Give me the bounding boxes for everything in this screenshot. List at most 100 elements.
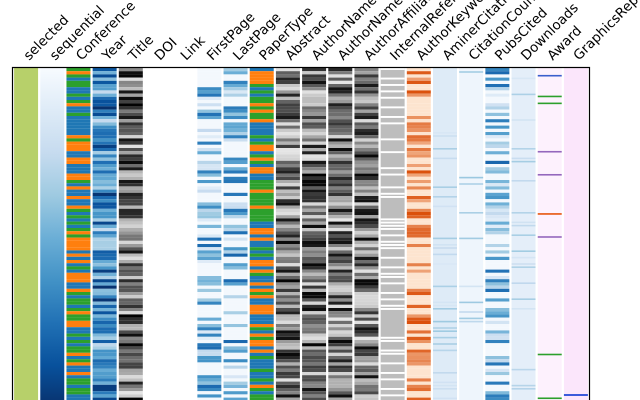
cell [328, 157, 353, 161]
cell [380, 352, 405, 355]
cell [223, 384, 248, 388]
cell [406, 356, 431, 360]
cell [249, 180, 274, 184]
cell [249, 343, 274, 347]
cell [118, 135, 143, 139]
cell [354, 132, 379, 136]
cell [302, 276, 327, 280]
cell [380, 196, 405, 198]
cell [406, 314, 431, 318]
cell [197, 103, 222, 107]
cell [118, 372, 143, 376]
cell [92, 84, 117, 88]
cell [354, 160, 379, 164]
cell [66, 269, 91, 273]
cell [92, 295, 117, 299]
cell [406, 368, 431, 372]
cell [406, 160, 431, 164]
cell [537, 236, 562, 238]
cell [197, 346, 222, 350]
cell [66, 132, 91, 136]
cell [249, 186, 274, 190]
cell [275, 266, 300, 270]
cell [354, 119, 379, 123]
cell [275, 186, 300, 190]
cell [249, 250, 274, 254]
cell [328, 327, 353, 331]
cell [197, 266, 222, 270]
column-10-abstract [275, 68, 300, 400]
cell [275, 244, 300, 248]
cell [66, 295, 91, 299]
cell [380, 68, 405, 70]
cell [118, 234, 143, 238]
cell [406, 116, 431, 120]
cell [197, 80, 222, 84]
cell [406, 138, 431, 142]
cell [92, 282, 117, 286]
cell [223, 311, 248, 315]
cell [118, 333, 143, 337]
cell [511, 160, 536, 163]
cell [92, 397, 117, 400]
cell [302, 368, 327, 372]
cell [380, 272, 405, 275]
cell [328, 285, 353, 289]
cell [406, 173, 431, 177]
cell [406, 231, 431, 235]
cell [380, 308, 405, 310]
cell [485, 74, 510, 78]
cell [380, 151, 405, 154]
cell [302, 132, 327, 136]
column-17-citationcount [459, 68, 484, 400]
cell [275, 202, 300, 206]
cell [354, 381, 379, 385]
cell [406, 279, 431, 283]
cell [328, 100, 353, 104]
cell [485, 100, 510, 104]
cell [118, 304, 143, 308]
cell [328, 269, 353, 273]
cell [66, 304, 91, 308]
cell [275, 128, 300, 132]
cell [328, 208, 353, 212]
cell [328, 71, 353, 75]
cell [328, 196, 353, 200]
cell [197, 282, 222, 286]
cell [302, 221, 327, 225]
cell [406, 378, 431, 382]
cell [92, 391, 117, 395]
cell [433, 372, 457, 374]
cell [433, 343, 457, 345]
cell [328, 144, 353, 148]
cell [223, 176, 248, 180]
cell [66, 368, 91, 372]
cell [197, 314, 222, 318]
cell [275, 157, 300, 161]
plot-frame [11, 66, 591, 400]
cell [485, 333, 510, 337]
cell [433, 301, 457, 304]
cell [328, 343, 353, 347]
cell [406, 308, 431, 312]
cell [302, 279, 327, 283]
cell [302, 212, 327, 216]
cell [302, 84, 327, 88]
cell [302, 269, 327, 273]
cell [354, 196, 379, 200]
cell [66, 288, 91, 292]
cell [328, 381, 353, 385]
cell [118, 279, 143, 283]
cell [485, 221, 510, 225]
cell [66, 240, 91, 244]
cell [302, 391, 327, 395]
cell [118, 272, 143, 276]
cell [223, 266, 248, 270]
cell [380, 256, 405, 259]
cell [249, 74, 274, 78]
cell [118, 96, 143, 100]
cell [92, 224, 117, 228]
cell [223, 196, 248, 200]
cell [118, 292, 143, 296]
cell [354, 103, 379, 107]
